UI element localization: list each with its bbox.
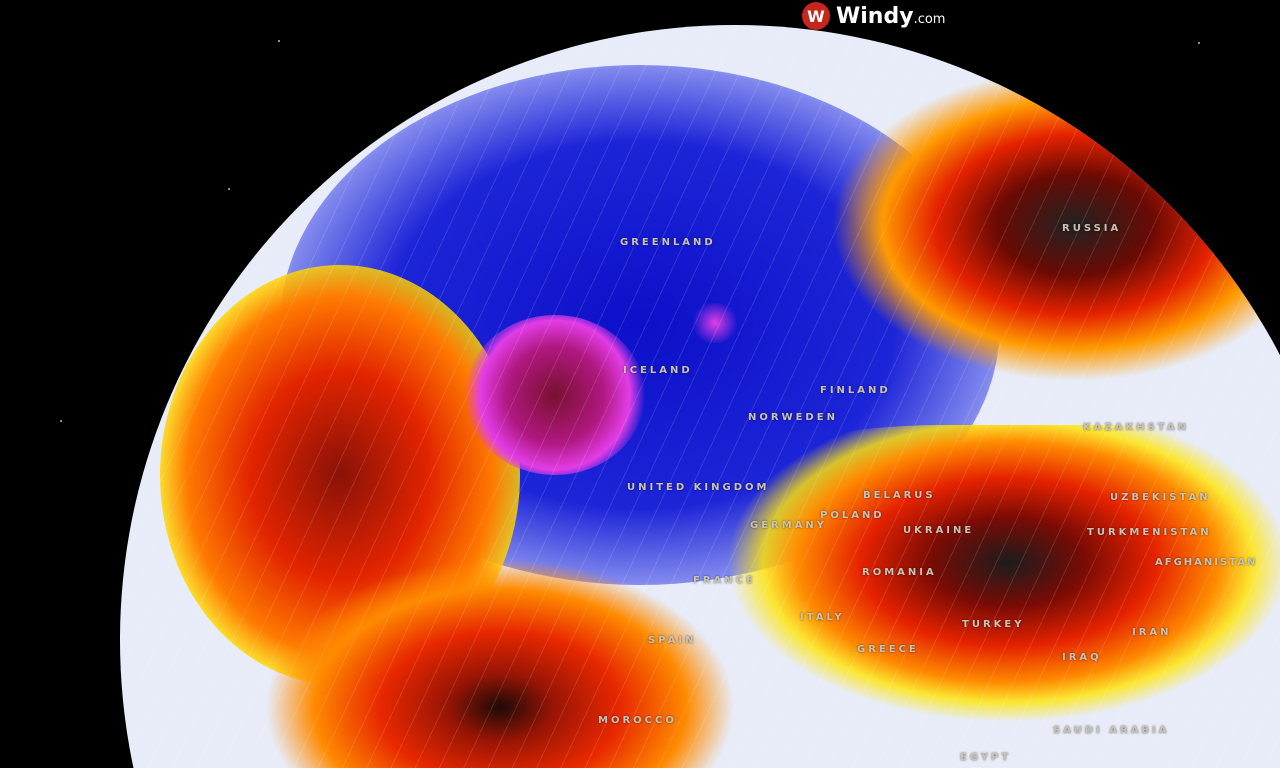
star [60, 420, 62, 422]
label-ukraine: UKRAINE [903, 525, 975, 536]
label-turkmenistan: TURKMENISTAN [1087, 527, 1212, 538]
label-greece: GREECE [857, 644, 919, 655]
brand-suffix: .com [913, 11, 946, 27]
label-iraq: IRAQ [1062, 652, 1102, 663]
label-france: FRANCE [693, 575, 756, 586]
label-kazakhstan: KAZAKHSTAN [1083, 422, 1189, 433]
label-egypt: EGYPT [960, 752, 1012, 763]
star [278, 40, 280, 42]
label-morocco: MOROCCO [598, 715, 677, 726]
label-iran: IRAN [1132, 627, 1172, 638]
label-united-kingdom: UNITED KINGDOM [627, 482, 770, 493]
label-italy: ITALY [800, 612, 845, 623]
windy-logo-text: Windy.com [836, 4, 945, 29]
warm-air-mass-europe [600, 425, 1280, 768]
label-spain: SPAIN [648, 635, 697, 646]
windy-logo-icon: W [802, 2, 830, 30]
label-russia: RUSSIA [1062, 223, 1122, 234]
label-romania: ROMANIA [862, 567, 937, 578]
label-saudi-arabia: SAUDI ARABIA [1053, 725, 1170, 736]
label-greenland: GREENLAND [620, 237, 716, 248]
small-cyclone [690, 303, 740, 343]
label-iceland: ICELAND [623, 365, 693, 376]
label-finland: FINLAND [820, 385, 891, 396]
label-turkey: TURKEY [962, 619, 1025, 630]
wind-streamlines [120, 25, 1280, 768]
label-afghanistan: AFGHANISTAN [1155, 557, 1258, 568]
brand-name: Windy [836, 3, 914, 29]
label-norway-sweden: NORWEDEN [748, 412, 838, 423]
cyclone-core [465, 315, 645, 475]
star [1198, 42, 1200, 44]
windy-logo[interactable]: W Windy.com [802, 2, 945, 30]
weather-globe[interactable]: GREENLAND RUSSIA ICELAND FINLAND NORWEDE… [120, 25, 1280, 768]
label-belarus: BELARUS [863, 490, 936, 501]
star [228, 188, 230, 190]
label-poland: POLAND [820, 510, 885, 521]
label-uzbekistan: UZBEKISTAN [1110, 492, 1211, 503]
label-germany: GERMANY [750, 520, 828, 531]
